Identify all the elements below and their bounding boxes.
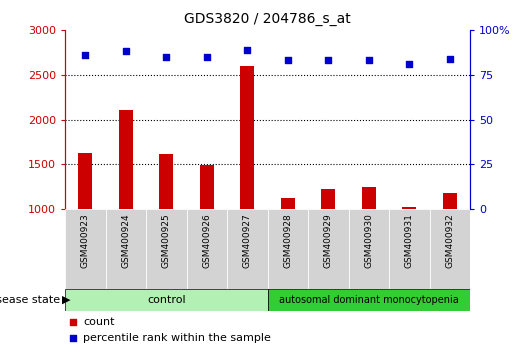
Point [324,58,332,63]
Bar [240,66,254,209]
Text: count: count [83,316,115,327]
Point [202,54,211,60]
Bar [281,198,295,209]
Point [365,58,373,63]
FancyBboxPatch shape [65,209,106,289]
Point [284,58,292,63]
Bar [65,289,267,311]
Bar [200,165,214,209]
FancyBboxPatch shape [308,209,349,289]
Text: GSM400930: GSM400930 [364,213,373,268]
Point [81,52,90,58]
Bar [321,189,335,209]
Point [69,336,77,341]
FancyBboxPatch shape [267,209,308,289]
Text: control: control [147,295,185,305]
Text: disease state: disease state [0,295,60,305]
Text: GSM400927: GSM400927 [243,213,252,268]
Point [405,61,414,67]
Point [243,47,251,52]
FancyBboxPatch shape [349,209,389,289]
FancyBboxPatch shape [389,209,430,289]
Bar [78,153,92,209]
Bar [159,154,174,209]
Text: ▶: ▶ [62,295,71,305]
Text: GSM400926: GSM400926 [202,213,211,268]
Point [122,48,130,54]
Bar [443,193,457,209]
Point [162,54,170,60]
Text: GSM400925: GSM400925 [162,213,171,268]
FancyBboxPatch shape [227,209,267,289]
Text: GSM400931: GSM400931 [405,213,414,268]
Bar [362,187,376,209]
Bar [267,289,470,311]
FancyBboxPatch shape [106,209,146,289]
Text: autosomal dominant monocytopenia: autosomal dominant monocytopenia [279,295,459,305]
Text: GSM400923: GSM400923 [81,213,90,268]
Text: GSM400932: GSM400932 [445,213,454,268]
Point [69,319,77,325]
Text: GSM400929: GSM400929 [324,213,333,268]
FancyBboxPatch shape [430,209,470,289]
Bar [402,207,416,209]
Text: GSM400928: GSM400928 [283,213,292,268]
Text: GSM400924: GSM400924 [121,213,130,268]
Bar [118,110,133,209]
Text: percentile rank within the sample: percentile rank within the sample [83,333,271,343]
Point [445,56,454,62]
FancyBboxPatch shape [146,209,186,289]
FancyBboxPatch shape [186,209,227,289]
Title: GDS3820 / 204786_s_at: GDS3820 / 204786_s_at [184,12,351,26]
